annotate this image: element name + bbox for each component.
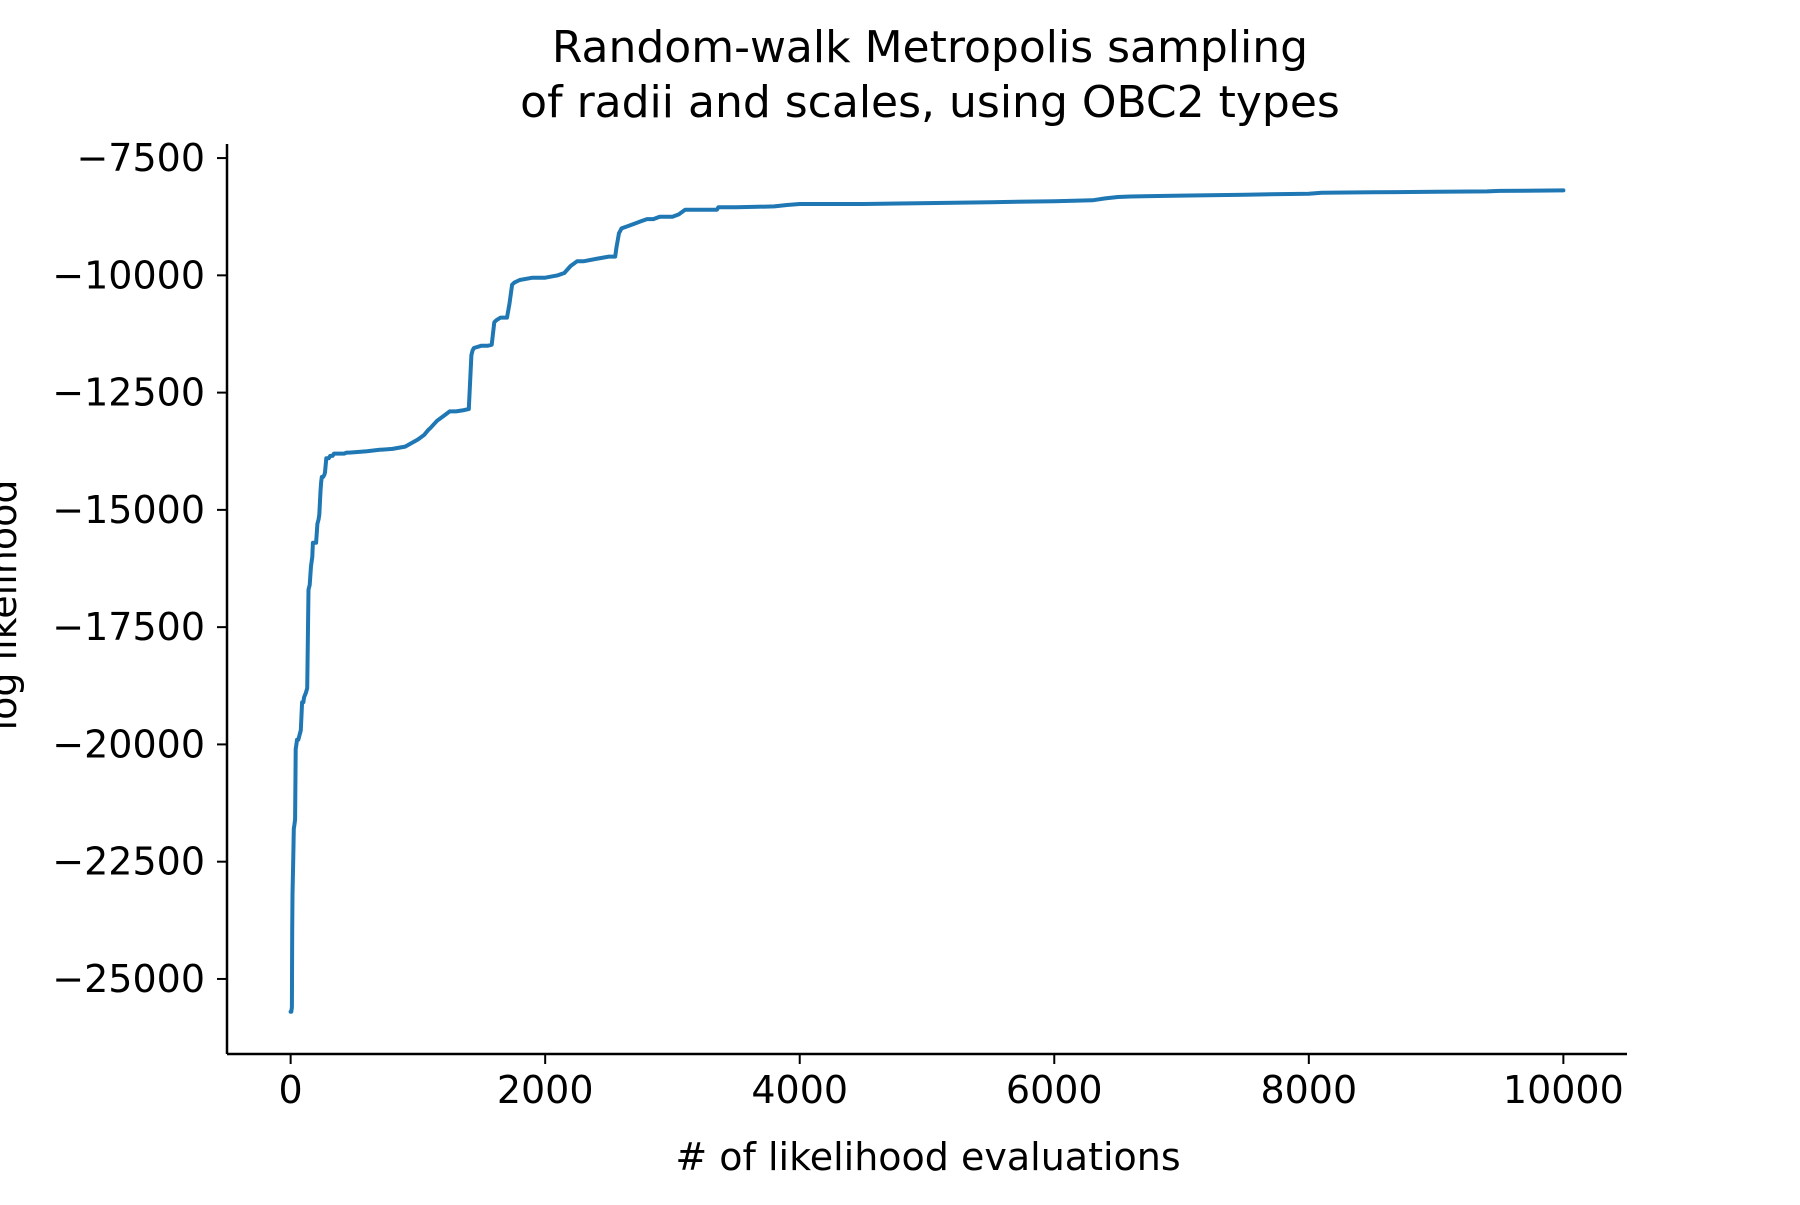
x-tick-label: 0 — [279, 1068, 303, 1112]
x-tick-label: 8000 — [1260, 1068, 1357, 1112]
y-axis-ticks: −7500 −10000 −12500 −15000 −17500 −20000 −2250… — [52, 136, 227, 1001]
x-tick-label: 6000 — [1006, 1068, 1103, 1112]
y-tick-label: −10000 — [52, 253, 205, 297]
y-tick-label: −12500 — [52, 371, 205, 415]
chart-title-line-1: Random-walk Metropolis sampling — [552, 22, 1308, 73]
x-axis-ticks: 0 2000 4000 6000 8000 10000 — [279, 1054, 1624, 1112]
axes — [225, 144, 1627, 1056]
y-tick-label: −20000 — [52, 722, 205, 766]
chart-title-line-2: of radii and scales, using OBC2 types — [520, 77, 1340, 128]
x-tick-label: 2000 — [497, 1068, 594, 1112]
y-tick-label: −15000 — [52, 488, 205, 532]
chart-title: Random-walk Metropolis sampling of radii… — [520, 22, 1340, 128]
x-tick-label: 10000 — [1503, 1068, 1624, 1112]
y-tick-label: −25000 — [52, 957, 205, 1001]
x-axis-label: # of likelihood evaluations — [675, 1135, 1180, 1179]
y-axis-label: log likelihood — [0, 480, 25, 731]
series-line-0 — [288, 188, 1566, 1014]
series — [288, 188, 1566, 1014]
y-tick-label: −7500 — [76, 136, 205, 180]
y-tick-label: −17500 — [52, 605, 205, 649]
x-tick-label: 4000 — [751, 1068, 848, 1112]
y-tick-label: −22500 — [52, 840, 205, 884]
